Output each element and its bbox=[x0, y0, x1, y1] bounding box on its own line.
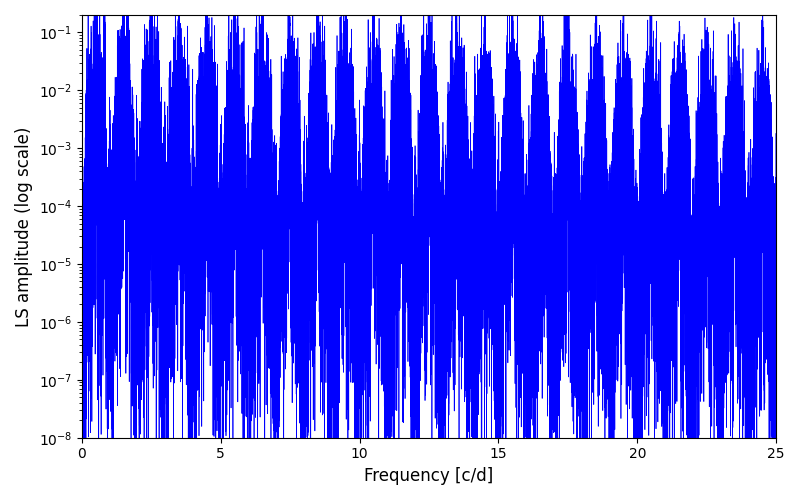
Y-axis label: LS amplitude (log scale): LS amplitude (log scale) bbox=[15, 126, 33, 326]
X-axis label: Frequency [c/d]: Frequency [c/d] bbox=[364, 467, 494, 485]
